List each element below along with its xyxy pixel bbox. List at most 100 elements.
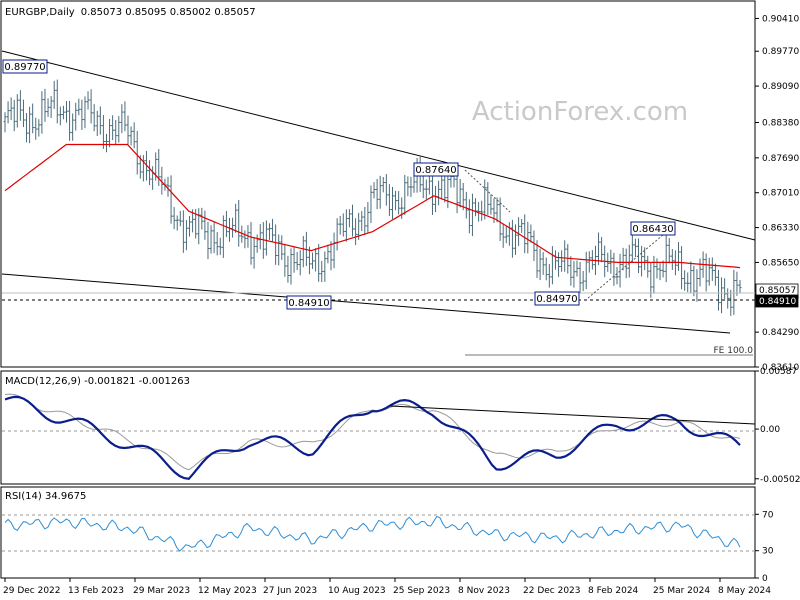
macd-y-tick: -0.005021 — [755, 475, 800, 485]
price-bar — [655, 258, 659, 279]
price-bar — [329, 241, 333, 271]
price-bar — [95, 110, 99, 136]
svg-text:-0.005021: -0.005021 — [760, 475, 800, 485]
svg-text:30: 30 — [762, 547, 774, 557]
price-bar — [535, 240, 539, 278]
svg-text:27 Jun 2023: 27 Jun 2023 — [263, 586, 317, 596]
symbol-label: EURGBP,Daily — [5, 7, 75, 18]
price-bar — [271, 218, 275, 242]
price-bar — [237, 199, 241, 247]
price-bar — [557, 252, 561, 277]
price-bar — [477, 201, 481, 222]
price-bar — [458, 179, 462, 208]
price-label-0-86430: 0.86430 — [630, 221, 676, 236]
price-y-tick: 0.87010 — [755, 189, 799, 199]
svg-text:0.83610: 0.83610 — [762, 363, 799, 373]
price-bar — [126, 115, 130, 146]
x-tick: 8 Feb 2024 — [588, 578, 639, 596]
price-bar — [532, 230, 536, 262]
price-bar — [670, 249, 674, 270]
price-bar — [630, 234, 634, 263]
svg-text:0.84290: 0.84290 — [762, 328, 799, 338]
price-bar — [132, 122, 136, 149]
price-bar — [689, 261, 693, 294]
price-bar — [529, 224, 533, 243]
price-bar — [732, 269, 736, 315]
price-bar — [354, 218, 358, 246]
price-bar — [184, 220, 188, 251]
price-bar — [646, 255, 650, 278]
svg-text:0.89770: 0.89770 — [4, 62, 45, 73]
price-bar — [563, 240, 567, 272]
price-bar — [440, 174, 444, 200]
price-bar — [117, 116, 121, 143]
svg-text:70: 70 — [762, 510, 774, 520]
price-bar — [547, 264, 551, 288]
x-tick: 25 Sep 2023 — [393, 578, 450, 596]
rsi-y-tick: 30 — [755, 547, 774, 557]
price-bar — [495, 197, 499, 223]
svg-text:0.86430: 0.86430 — [632, 224, 673, 235]
price-y-tick: 0.86330 — [755, 224, 799, 234]
price-bar — [323, 251, 327, 282]
price-bar — [624, 248, 628, 279]
price-bar — [326, 244, 330, 264]
current-price-tag: 0.85057 — [755, 283, 799, 297]
svg-text:0.87640: 0.87640 — [415, 165, 456, 176]
price-bar — [175, 215, 179, 231]
svg-text:8 Feb 2024: 8 Feb 2024 — [588, 586, 639, 596]
svg-text:0.87010: 0.87010 — [762, 189, 799, 199]
rsi-panel-frame — [0, 486, 756, 579]
price-bar — [61, 105, 65, 120]
price-bar — [597, 232, 601, 266]
macd-main-line — [4, 395, 741, 480]
price-bar — [707, 257, 711, 286]
price-bar — [160, 166, 164, 195]
price-bar — [209, 225, 213, 254]
price-bar — [135, 130, 139, 175]
rsi-y-tick: 0 — [755, 574, 768, 584]
price-bar — [341, 213, 345, 237]
svg-text:0.00: 0.00 — [760, 425, 780, 435]
price-bar — [55, 79, 59, 124]
svg-text:0.85650: 0.85650 — [762, 258, 799, 268]
svg-text:0.87690: 0.87690 — [762, 154, 799, 164]
price-bar — [510, 219, 514, 258]
price-bar — [480, 200, 484, 221]
svg-text:0.89090: 0.89090 — [762, 82, 799, 92]
price-bar — [188, 215, 192, 237]
price-label-0-84970: 0.84970 — [534, 291, 580, 306]
price-bar — [381, 176, 385, 193]
price-bar — [720, 277, 724, 314]
x-tick: 8 Nov 2023 — [458, 578, 510, 596]
price-bar — [157, 149, 161, 186]
price-bar — [292, 246, 296, 273]
price-bar — [304, 231, 308, 267]
price-bar — [249, 222, 253, 265]
price-bar — [344, 209, 348, 242]
price-bar — [351, 204, 355, 237]
price-bar — [584, 251, 588, 290]
price-bar — [86, 91, 90, 110]
svg-text:0.90410: 0.90410 — [762, 14, 799, 24]
svg-text:29 Dec 2022: 29 Dec 2022 — [3, 586, 61, 596]
price-bar — [486, 182, 490, 216]
price-bar — [277, 234, 281, 266]
x-tick: 29 Mar 2023 — [133, 578, 190, 596]
price-panel-frame — [0, 0, 756, 368]
price-bar — [172, 206, 176, 230]
price-bar — [704, 253, 708, 292]
price-bar — [77, 98, 81, 116]
macd-title: MACD(12,26,9) -0.001821 -0.001263 — [5, 376, 190, 387]
price-bar — [366, 201, 370, 234]
lower-trendline — [1, 273, 731, 334]
price-bar — [578, 261, 582, 294]
price-label-0-87640: 0.87640 — [413, 162, 459, 177]
rsi-line — [4, 515, 741, 552]
price-bar — [25, 113, 29, 143]
price-bar — [464, 191, 468, 219]
price-bar — [338, 215, 342, 235]
price-bar — [111, 115, 115, 141]
macd-signal-line — [4, 393, 741, 471]
